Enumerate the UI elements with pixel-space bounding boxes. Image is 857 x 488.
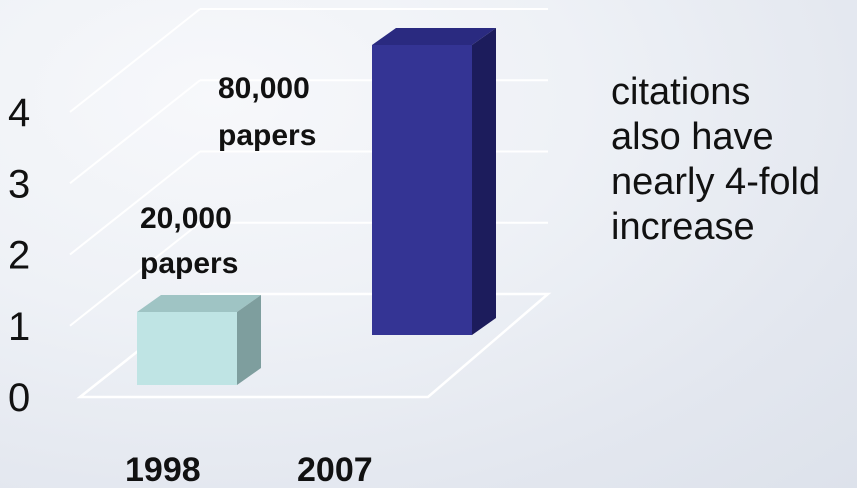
bar-1998 [137, 312, 237, 385]
y-tick-label: 3 [8, 162, 30, 206]
annotation-line-3: nearly 4-fold [611, 161, 821, 203]
gridline-diagonal [69, 8, 201, 113]
y-tick-label: 2 [8, 234, 30, 278]
bars [137, 28, 496, 385]
gridline-diagonal [69, 79, 201, 185]
x-tick-label: 2007 [297, 451, 373, 488]
y-tick-label: 1 [8, 305, 30, 349]
data-label: 80,000 [218, 72, 310, 105]
data-label: 20,000 [140, 202, 232, 235]
bar-2007 [372, 45, 472, 335]
y-tick-label: 0 [8, 376, 30, 420]
gridline-diagonal [69, 221, 201, 327]
bar-1998-top [137, 295, 261, 312]
data-label: papers [218, 119, 316, 152]
bar-2007-top [372, 28, 496, 45]
y-tick-label: 4 [8, 91, 30, 135]
data-label: papers [140, 247, 238, 280]
bar-1998-side [237, 295, 261, 385]
bar-2007-side [472, 28, 496, 335]
x-tick-label: 1998 [125, 451, 201, 488]
citations-annotation: citations also have nearly 4-fold increa… [611, 70, 820, 250]
gridline-diagonal [69, 150, 201, 256]
annotation-line-2: also have [611, 116, 774, 158]
annotation-line-4: increase [611, 206, 755, 248]
labels: 0 1 2 3 4 20,000 papers 80,000 papers 1998 2007 [8, 72, 373, 488]
annotation-line-1: citations [611, 71, 751, 113]
